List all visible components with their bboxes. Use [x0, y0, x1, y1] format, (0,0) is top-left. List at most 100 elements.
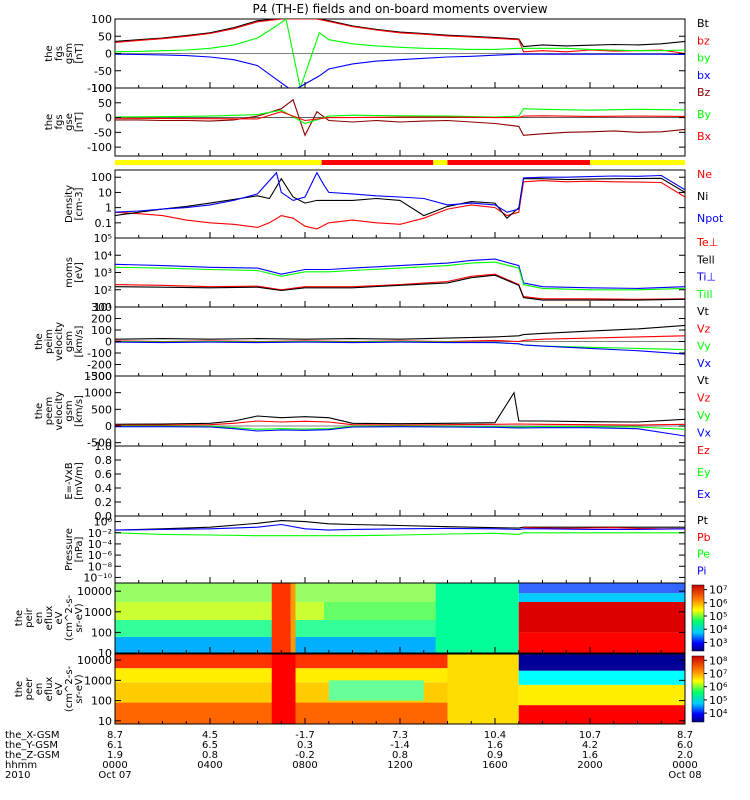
- y-axis-label-line: gsm: [64, 43, 75, 64]
- legend-entry-Te⊥: Te⊥: [696, 236, 718, 249]
- series-line-Vt: [115, 391, 685, 425]
- y-tick-label: 0.4: [95, 482, 113, 495]
- legend-entry-Till: Till: [696, 288, 713, 301]
- y-tick-label: -50: [94, 65, 112, 78]
- series-line-Vx: [115, 341, 685, 355]
- axis-value: 4.5: [202, 730, 218, 741]
- legend-entry-Vy: Vy: [697, 340, 711, 353]
- y-axis-label-line: [mV/m]: [74, 462, 85, 500]
- y-tick-label: -200: [87, 359, 112, 372]
- y-axis-label-line: the: [14, 681, 25, 697]
- axis-value: 1600: [482, 760, 507, 771]
- panel-6: 1.00.80.60.40.20.0 E=-VxB[mV/m] Ez Ey Ex: [64, 440, 711, 523]
- status-segment: [433, 160, 448, 165]
- panel-frame: [114, 375, 686, 447]
- series-line-Bx: [115, 111, 685, 122]
- legend-entry-Npot: Npot: [697, 212, 724, 225]
- y-axis-label-line: Pressure: [64, 528, 75, 571]
- y-axis-label-line: sr-eV): [74, 603, 85, 632]
- series-group: [115, 324, 685, 355]
- series-line-by: [115, 19, 685, 88]
- series-line-Ni: [115, 177, 685, 219]
- legend-entry-Ex: Ex: [697, 488, 711, 501]
- series-line-Tell: [115, 274, 685, 301]
- legend-entry-Bt: Bt: [697, 17, 710, 30]
- y-axis-label-line: fgs: [54, 114, 65, 129]
- status-segment: [115, 160, 322, 165]
- y-axis-label-line: gsm: [64, 400, 75, 421]
- colorbar-tick-label: 10⁷: [709, 584, 727, 597]
- colorbar-tick-label: 10⁷: [709, 668, 727, 681]
- y-tick-label: 1500: [84, 370, 112, 383]
- y-tick-label: 10: [98, 186, 112, 199]
- axis-value: Oct 08: [668, 770, 701, 781]
- panel-0: 100 50 0 -50 -100 thefgsgsm[nT] Bt bz by bx: [44, 13, 711, 95]
- y-axis-label-line: [nT]: [74, 43, 85, 63]
- y-tick-label: 10⁻¹⁰: [83, 571, 112, 584]
- series-line-Bt: [115, 19, 685, 48]
- y-axis-label-line: peer: [24, 677, 35, 701]
- y-tick-label: 50: [98, 97, 112, 110]
- status-segment: [590, 160, 685, 165]
- legend-entry-Vt: Vt: [697, 305, 710, 318]
- y-tick-label: 10⁻⁸: [88, 560, 113, 573]
- panel-frame: [114, 237, 686, 308]
- series-line-Vx: [115, 426, 685, 437]
- y-axis-label-line: en: [34, 683, 45, 696]
- y-axis-label-line: (cm^2-s-: [64, 594, 75, 641]
- spectrogram-band: [271, 583, 291, 653]
- y-tick-label: 100: [91, 13, 112, 26]
- spectrogram-9: [115, 654, 685, 724]
- legend-entry-bz: bz: [697, 34, 710, 47]
- panel-4: 3002001000-100-200-300thepeimvelocitygsm…: [34, 301, 712, 383]
- series-line-Till: [115, 261, 685, 291]
- y-axis-label-line: eflux: [44, 606, 55, 631]
- colorbar-tick-label: 10⁶: [709, 681, 728, 694]
- legend-entry-Ez: Ez: [697, 444, 710, 457]
- axis-value: 10.4: [484, 730, 506, 741]
- series-line-bx: [115, 53, 685, 88]
- y-axis-label-line: peir: [24, 607, 35, 627]
- y-axis-label: thepeirenefluxeV(cm^2-s-sr-eV): [14, 594, 85, 641]
- y-axis-label-line: the: [14, 610, 25, 626]
- series-line-Te⊥: [115, 273, 685, 300]
- colorbar-tick-label: 10⁵: [709, 610, 727, 623]
- spectrogram-band: [324, 601, 436, 620]
- axis-value: -1.4: [390, 740, 410, 751]
- y-axis-label-line: E=-VxB: [64, 462, 75, 499]
- y-axis-label-line: gse: [64, 113, 75, 131]
- y-tick-label: -50: [94, 126, 112, 139]
- y-tick-label: 10³: [94, 267, 112, 280]
- series-group: [115, 19, 685, 88]
- y-tick-label: 1: [105, 202, 112, 215]
- y-tick-label: 10⁵: [94, 232, 112, 245]
- spectrogram-band: [518, 632, 685, 653]
- y-axis-label: moms[eV]: [64, 257, 85, 288]
- colorbar-gradient: [691, 584, 705, 652]
- y-tick-label: 0.1: [95, 217, 113, 230]
- axis-value: 2.0: [677, 750, 693, 761]
- legend-entry-Pi: Pi: [697, 564, 706, 577]
- y-axis-label: thefgsgsm[nT]: [44, 43, 85, 64]
- data-quality-bar: [115, 160, 685, 165]
- legend-entry-Vy: Vy: [697, 409, 711, 422]
- axis-value: 1.6: [582, 750, 598, 761]
- legend-entry-Ne: Ne: [697, 168, 712, 181]
- series-group: [115, 520, 685, 537]
- legend-entry-Ni: Ni: [697, 190, 708, 203]
- axis-value: 0.8: [202, 750, 218, 761]
- axis-value: 2000: [577, 760, 602, 771]
- spectrogram-band: [518, 583, 685, 594]
- y-axis-label-line: sr-eV): [74, 674, 85, 703]
- y-tick-label: 0.2: [95, 496, 113, 509]
- y-axis-label-line: en: [34, 612, 45, 625]
- y-tick-label: -500: [87, 437, 112, 450]
- y-axis-label-line: moms: [64, 257, 75, 288]
- axis-value: 8.7: [677, 730, 693, 741]
- series-group: [115, 98, 685, 137]
- y-axis-label-line: [km/s]: [74, 395, 85, 427]
- axis-value: 6.1: [107, 740, 123, 751]
- y-axis-label: Density[cm-3]: [64, 185, 85, 223]
- legend-entry-bx: bx: [697, 69, 711, 82]
- y-axis-label-line: eflux: [44, 677, 55, 702]
